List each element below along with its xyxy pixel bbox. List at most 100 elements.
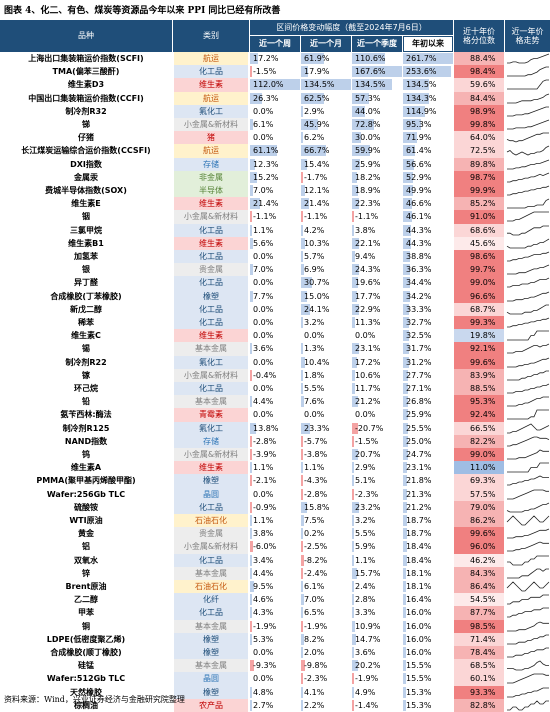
change-bar	[352, 462, 354, 474]
category-badge: 化工品	[174, 382, 248, 396]
change-w1: 0.0%	[250, 672, 300, 685]
change-ytd: 25.9%	[403, 408, 453, 421]
percentile-value: 98.4%	[454, 65, 504, 79]
trend-sparkline	[507, 330, 549, 341]
change-q1: 30.0%	[352, 131, 402, 144]
trend-line	[507, 159, 550, 169]
commodity-name: 维生素C	[71, 331, 101, 341]
change-ytd: 27.1%	[403, 382, 453, 395]
table-row: 铝 小金属&新材料 -6.0% -2.5% 5.9% 18.4% 96.0%	[0, 540, 550, 554]
change-value: 253.6%	[406, 67, 437, 77]
change-value: 45.9%	[304, 120, 330, 129]
trend-line	[506, 581, 550, 592]
change-m1: 61.9%	[301, 52, 351, 65]
change-value: 46.1%	[406, 212, 432, 222]
change-q1: 17.2%	[352, 356, 402, 369]
category-badge: 石油石化	[174, 514, 248, 528]
change-q1: 22.9%	[352, 303, 402, 316]
change-bar	[352, 647, 354, 658]
change-q1: 10.6%	[352, 369, 402, 382]
change-bar	[352, 105, 366, 117]
change-bar	[250, 119, 253, 130]
change-value: 4.9%	[355, 687, 376, 697]
change-q1: 5.9%	[352, 540, 402, 553]
change-ytd: 46.1%	[403, 210, 453, 223]
change-bar	[352, 515, 354, 526]
category-badge: 化工品	[174, 316, 248, 330]
change-ytd: 25.0%	[403, 435, 453, 448]
change-bar	[250, 633, 253, 645]
percentile-value: 96.6%	[454, 289, 504, 303]
trend-sparkline	[507, 528, 550, 539]
change-value: 18.7%	[406, 516, 432, 525]
change-value: 33.3%	[406, 304, 432, 314]
change-bar	[250, 145, 278, 157]
trend-line	[506, 146, 550, 156]
category-badge: 维生素	[174, 78, 248, 92]
commodity-name: 乙二醇	[74, 595, 98, 605]
change-bar	[301, 132, 304, 144]
percentile-value: 69.3%	[454, 474, 504, 488]
change-w1: 7.0%	[250, 184, 300, 197]
change-value: 3.6%	[355, 648, 376, 657]
change-m1: 12.1%	[301, 184, 351, 197]
trend-sparkline	[507, 541, 549, 552]
commodity-name: Brent原油	[65, 582, 107, 591]
trend-sparkline	[507, 53, 550, 64]
change-bar	[403, 409, 408, 421]
change-value: 14.7%	[355, 634, 381, 644]
change-q1: 14.7%	[352, 633, 402, 646]
change-bar	[352, 251, 355, 262]
change-value: 31.2%	[406, 357, 432, 367]
change-q1: 2.8%	[352, 593, 402, 606]
change-m1: 10.3%	[301, 237, 351, 250]
percentile-value: 46.2%	[454, 553, 504, 567]
change-q1: 9.4%	[352, 250, 402, 263]
change-value: 26.8%	[406, 397, 432, 407]
change-value: 18.1%	[406, 582, 432, 591]
commodity-name: 合成橡胶(顺丁橡胶)	[50, 648, 122, 657]
change-bar	[403, 105, 425, 117]
change-w1: -3.9%	[250, 448, 300, 461]
change-ytd: 25.5%	[403, 422, 453, 435]
commodity-name: 锡	[82, 344, 90, 354]
trend-sparkline	[507, 673, 549, 684]
percentile-value: 98.5%	[454, 619, 504, 633]
change-bar	[250, 171, 257, 183]
change-value: -4.3%	[304, 476, 328, 486]
change-bar	[301, 633, 305, 645]
change-value: 34.4%	[406, 278, 432, 288]
trend-sparkline	[507, 555, 549, 565]
change-value: 10.3%	[304, 238, 330, 248]
commodity-name: 氨苄西林:酶法	[60, 410, 112, 420]
category-badge: 维生素	[174, 461, 248, 475]
commodity-name: 银	[82, 265, 90, 275]
header-week: 近一个周	[250, 36, 300, 52]
trend-sparkline	[507, 647, 549, 658]
change-bar	[250, 396, 252, 408]
change-m1: 6.1%	[301, 580, 351, 593]
percentile-value: 68.5%	[454, 659, 504, 673]
change-value: 0.0%	[253, 489, 274, 499]
change-w1: 5.3%	[250, 633, 300, 646]
change-value: 95.3%	[406, 120, 432, 129]
change-w1: 4.8%	[250, 686, 300, 699]
trend-sparkline	[507, 344, 550, 354]
change-value: 20.7%	[355, 450, 381, 459]
category-badge: 猪	[174, 131, 248, 145]
change-value: 134.5%	[355, 80, 386, 90]
percentile-value: 78.4%	[454, 646, 504, 660]
change-bar	[301, 198, 309, 210]
change-value: -1.5%	[355, 436, 379, 446]
category-badge: 小金属&新材料	[174, 210, 248, 224]
change-q1: 0.0%	[352, 329, 402, 342]
change-bar	[301, 158, 307, 170]
change-w1: 0.0%	[250, 131, 300, 144]
change-value: 15.5%	[406, 661, 432, 671]
change-bar	[301, 277, 313, 289]
change-bar	[352, 132, 361, 144]
table-row: 乙二醇 化纤 4.6% 7.0% 2.8% 16.4% 54.5%	[0, 593, 550, 607]
change-bar	[403, 224, 412, 236]
change-bar	[403, 633, 407, 645]
trend-line	[507, 409, 549, 420]
